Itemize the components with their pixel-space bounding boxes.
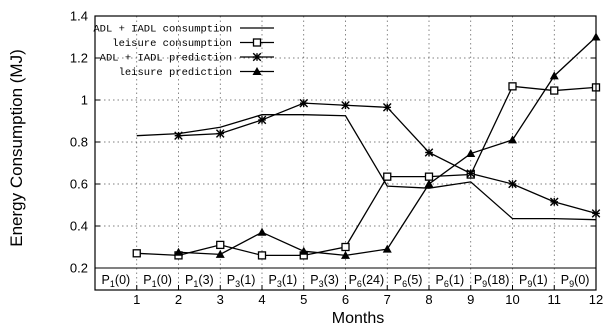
triangle-marker-shape [215,249,225,258]
x-tick-label: 3 [217,292,224,307]
y-axis-label: Energy Consumption (MJ) [7,49,26,246]
period-label: P6(5) [394,273,423,289]
data-point [174,247,183,256]
square-marker-shape [508,82,517,91]
legend-label: leisure prediction [119,67,232,79]
data-point [341,250,350,259]
series-line-4 [178,36,597,257]
square-marker-shape [257,251,267,260]
period-label: P3(3) [310,273,339,289]
data-point [549,197,559,207]
triangle-marker-shape [508,135,517,144]
y-tick-label: 0.4 [70,219,88,234]
data-point [216,240,225,250]
x-tick-label: 10 [505,292,519,307]
data-point [215,249,225,258]
triangle-marker-shape [257,227,267,236]
square-marker-shape [383,172,392,181]
x-tick-label: 4 [258,292,265,307]
data-point [383,172,392,181]
triangle-marker-shape [299,246,309,255]
legend-label: ADL + IADL consumption [93,24,232,36]
legend: ADL + IADL consumption leisure consumptio… [93,24,274,79]
y-tick-label: 0.2 [70,261,88,276]
data-point [299,98,309,108]
period-label: P9(18) [474,273,510,289]
data-point [299,246,309,255]
data-point [257,115,267,125]
data-point [424,172,434,181]
data-point [132,249,141,258]
square-marker-shape [424,172,434,181]
triangle-marker-shape [424,179,434,188]
y-tick-label: 0.6 [70,177,88,192]
x-tick-label: 5 [300,292,307,307]
data-point [466,149,476,158]
x-tick-label: 7 [384,292,391,307]
data-point [215,129,225,138]
triangle-marker-shape [466,149,476,158]
square-marker-shape [341,242,350,252]
data-point [424,148,434,157]
x-tick-label: 2 [175,292,182,307]
data-point [508,135,517,144]
axes: 0.20.40.60.811.21.41 2 3 4 5 6 7 8 9 10 11 12 [70,9,603,308]
data-point [382,244,392,253]
square-marker-shape [132,249,141,258]
data-point [257,227,267,236]
y-tick-label: 1.4 [70,9,88,24]
data-point [508,82,517,91]
period-label: P1(3) [185,273,214,289]
series-line-2 [136,85,597,257]
period-label: P6(24) [349,273,385,289]
period-label-row: P1(0) P1(0) P1(3) P3(1) P3(1) P3(3) P6(24) P6(5… [102,273,590,289]
triangle-marker-shape [382,244,392,253]
legend-label: leisure consumption [112,38,232,50]
period-label: P1(0) [102,273,131,289]
legend-label: ADL + IADL prediction [100,53,232,65]
x-tick-label: 6 [342,292,349,307]
data-point [257,251,267,260]
square-marker-shape [550,86,559,95]
x-axis-label: Months [332,310,384,326]
y-tick-label: 1.2 [70,51,88,66]
triangle-marker-shape [174,247,183,256]
triangle-marker-shape [549,71,559,80]
period-label: P3(1) [227,273,256,289]
x-tick-label: 11 [548,292,562,307]
period-label: P9(1) [519,273,548,289]
data-point [382,103,392,112]
triangle-marker-shape [341,250,350,259]
y-tick-label: 1 [81,93,88,108]
legend-marker [252,38,262,47]
square-marker-shape [252,38,262,47]
period-label: P3(1) [269,273,298,289]
data-point [174,131,183,140]
period-label: P1(0) [143,273,172,289]
x-tick-label: 1 [133,292,140,307]
triangle-marker-shape [252,67,262,75]
data-point [341,100,350,110]
x-tick-label: 9 [467,292,474,307]
data-point [424,179,434,188]
data-point [466,169,476,178]
legend-marker [252,67,262,75]
x-tick-label: 8 [425,292,432,307]
data-point [508,179,517,189]
series-line-1 [136,114,597,221]
period-label: P9(0) [561,273,590,289]
data-point [550,86,559,95]
square-marker-shape [216,240,225,250]
y-tick-label: 0.8 [70,135,88,150]
legend-marker [252,52,262,62]
x-tick-label: 12 [589,292,603,307]
series-markers [132,32,601,260]
data-point [341,242,350,252]
period-label: P6(1) [436,273,465,289]
data-point [549,71,559,80]
